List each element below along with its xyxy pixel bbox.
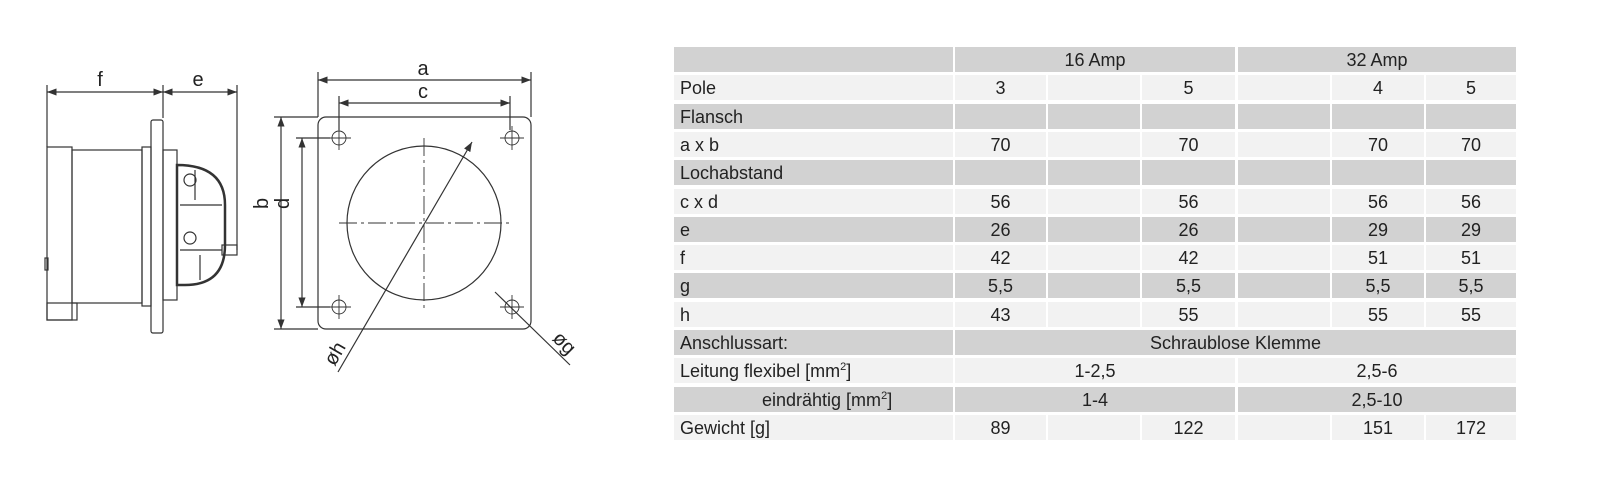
table-cell: 51 [1426, 245, 1516, 271]
table-cell [1048, 301, 1140, 327]
table-cell [1238, 160, 1330, 186]
gewicht-cell [1048, 414, 1140, 440]
table-cell: 70 [1142, 131, 1235, 157]
gewicht-cell: 172 [1426, 414, 1516, 440]
table-cell [1238, 131, 1330, 157]
dim-label-d: d [272, 198, 294, 209]
table-cell [1238, 75, 1330, 101]
leitung-label: Leitung flexibel [mm2] [674, 358, 953, 384]
table-cell: 56 [955, 188, 1046, 214]
table-cell [955, 103, 1046, 129]
row-label: a x b [674, 131, 953, 157]
table-cell: 26 [1142, 216, 1235, 242]
table-cell: 70 [1426, 131, 1516, 157]
table-cell: 5,5 [1142, 273, 1235, 299]
table-cell: 56 [1426, 188, 1516, 214]
row-label: Lochabstand [674, 160, 953, 186]
table-cell: 70 [955, 131, 1046, 157]
table-cell [1332, 160, 1424, 186]
row-label: f [674, 245, 953, 271]
bracket: ] [887, 389, 893, 410]
table-cell [1238, 216, 1330, 242]
row-label: Pole [674, 75, 953, 101]
table-cell: 5,5 [1426, 273, 1516, 299]
dim-label-f: f [97, 69, 103, 91]
table-cell [1238, 245, 1330, 271]
table-cell: 5,5 [955, 273, 1046, 299]
table-cell [1048, 160, 1140, 186]
table-cell [1426, 103, 1516, 129]
eindraehtig-text: eindrähtig [mm [762, 389, 882, 410]
table-cell [1142, 160, 1235, 186]
row-label: h [674, 301, 953, 327]
table-cell [1048, 216, 1140, 242]
table-cell [1048, 75, 1140, 101]
table-cell [1238, 103, 1330, 129]
table-cell [1048, 273, 1140, 299]
table-cell: 55 [1332, 301, 1424, 327]
table-cell [1142, 103, 1235, 129]
dim-label-g: øg [548, 327, 580, 359]
leitung-32a: 2,5-6 [1238, 358, 1516, 384]
superscript: 2 [881, 389, 888, 402]
table-cell: 5 [1426, 75, 1516, 101]
table-cell: 55 [1426, 301, 1516, 327]
leitung-text: Leitung flexibel [mm [680, 361, 841, 382]
table-cell [1048, 103, 1140, 129]
gewicht-cell: 151 [1332, 414, 1424, 440]
table-cell: 3 [955, 75, 1046, 101]
table-cell: 51 [1332, 245, 1424, 271]
bracket: ] [846, 361, 852, 382]
table-cell [1238, 273, 1330, 299]
table-cell [1048, 245, 1140, 271]
front-view [274, 72, 571, 373]
table-cell [1426, 160, 1516, 186]
table-cell: 5,5 [1332, 273, 1424, 299]
dim-label-c: c [418, 81, 428, 103]
table-cell [1332, 103, 1424, 129]
anschluss-label: Anschlussart: [674, 330, 953, 355]
row-label: c x d [674, 188, 953, 214]
eindraehtig-label: eindrähtig [mm2] [674, 386, 953, 412]
table-cell: 43 [955, 301, 1046, 327]
superscript: 2 [840, 361, 847, 374]
table-cell: 4 [1332, 75, 1424, 101]
row-label: e [674, 216, 953, 242]
dim-label-h: øh [320, 338, 351, 369]
table-cell [955, 160, 1046, 186]
gewicht-cell: 89 [955, 414, 1046, 440]
anschluss-value: Schraublose Klemme [955, 330, 1516, 355]
leitung-16a: 1-2,5 [955, 358, 1235, 384]
group-header-32a: 32 Amp [1238, 47, 1516, 72]
table-cell [1238, 301, 1330, 327]
gewicht-label: Gewicht [g] [674, 414, 953, 440]
dim-label-a: a [417, 58, 429, 80]
table-cell [1238, 188, 1330, 214]
table-cell: 56 [1332, 188, 1424, 214]
table-cell: 70 [1332, 131, 1424, 157]
row-label: g [674, 273, 953, 299]
table-cell: 42 [955, 245, 1046, 271]
table-cell: 5 [1142, 75, 1235, 101]
table-cell: 29 [1332, 216, 1424, 242]
side-view [44, 85, 238, 334]
eindraehtig-32a: 2,5-10 [1238, 386, 1516, 412]
table-cell: 55 [1142, 301, 1235, 327]
header-blank [674, 47, 953, 72]
row-label: Flansch [674, 103, 953, 129]
technical-drawing: f e a c b d øh øg [44, 58, 580, 373]
dim-label-b: b [251, 198, 273, 209]
table-cell: 29 [1426, 216, 1516, 242]
gewicht-cell: 122 [1142, 414, 1235, 440]
table-cell [1048, 188, 1140, 214]
table-cell: 26 [955, 216, 1046, 242]
table-cell: 42 [1142, 245, 1235, 271]
gewicht-cell [1238, 414, 1330, 440]
table-cell [1048, 131, 1140, 157]
table-cell: 56 [1142, 188, 1235, 214]
eindraehtig-16a: 1-4 [955, 386, 1235, 412]
group-header-16a: 16 Amp [955, 47, 1235, 72]
dim-label-e: e [192, 69, 203, 91]
